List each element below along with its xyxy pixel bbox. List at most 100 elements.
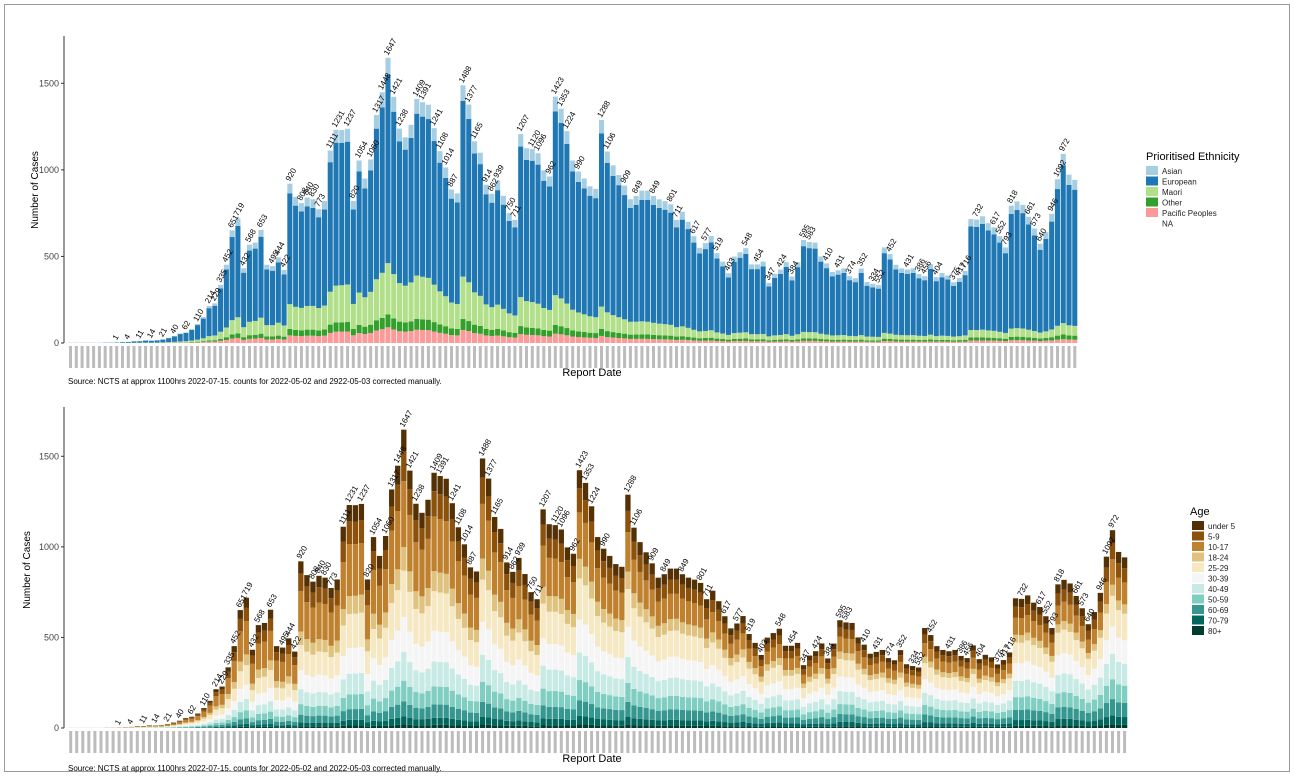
bar-segment-maori	[968, 329, 974, 338]
bar-segment-18-24	[964, 677, 970, 683]
bar-segment-30-39	[946, 690, 952, 701]
x-tick-label	[415, 346, 419, 368]
bar-segment-25-29	[1067, 631, 1073, 655]
x-tick-label	[705, 731, 709, 753]
bar-segment-40-49	[328, 694, 334, 708]
x-tick-label	[161, 346, 165, 368]
x-tick-label	[1056, 731, 1060, 753]
bar-segment-80-	[455, 725, 461, 728]
bar-segment-60-69	[437, 704, 443, 718]
bar-value-label: 14	[149, 712, 162, 725]
bar-segment-80-	[316, 726, 322, 728]
bar-segment-pacific-peoples	[362, 334, 368, 343]
bar-segment-under-5	[358, 503, 365, 521]
bar-segment-under-5	[249, 649, 256, 656]
bar-segment-50-59	[1115, 684, 1122, 703]
bar-segment-other	[627, 334, 633, 339]
bar-segment-80-	[770, 726, 776, 728]
legend-swatch	[1192, 531, 1204, 541]
bar-segment-60-69	[376, 712, 383, 722]
bar-segment-10-17	[770, 647, 776, 662]
bar-segment-5-9	[607, 567, 613, 584]
bar-segment-18-24	[358, 594, 365, 613]
bar-segment-maori	[408, 282, 414, 322]
bar-segment-25-29	[479, 579, 486, 622]
bar-value-label: 4	[125, 717, 135, 726]
bar-segment-pacific-peoples	[229, 338, 235, 343]
bar-segment-asian	[1020, 204, 1026, 214]
bar-segment-pacific-peoples	[639, 338, 645, 343]
bar-segment-maori	[1037, 332, 1043, 339]
bar-segment-pacific-peoples	[339, 331, 345, 343]
bar-segment-10-17	[522, 599, 528, 630]
bar-segment-25-29	[837, 658, 843, 677]
bar-segment-asian	[229, 230, 235, 238]
bar-segment-under-5	[601, 548, 607, 562]
x-tick-label	[638, 731, 642, 753]
bar-segment-5-9	[310, 592, 316, 608]
bar-segment-80-	[740, 726, 746, 728]
bar-segment-80-	[916, 726, 922, 728]
bar-segment-18-24	[510, 628, 516, 641]
x-tick-label	[929, 731, 933, 753]
bar-segment-80-	[237, 726, 243, 728]
bar-segment-pacific-peoples	[252, 338, 258, 343]
bar-value-label: 719	[232, 201, 247, 218]
bar-segment-maori	[362, 297, 368, 327]
x-tick-label	[369, 346, 373, 368]
bar-segment-other	[448, 328, 454, 336]
bar-segment-18-24	[558, 598, 564, 614]
bar-segment-40-49	[389, 667, 395, 691]
bar-segment-asian	[714, 253, 720, 259]
bar-segment-25-29	[1109, 595, 1116, 627]
bar-segment-80-	[1006, 726, 1013, 728]
bar-segment-40-49	[413, 670, 419, 693]
bar-segment-european	[345, 141, 351, 285]
bar-segment-asian	[1026, 216, 1032, 225]
bar-segment-25-29	[601, 622, 607, 652]
bar-segment-european	[385, 74, 391, 264]
bar-segment-10-17	[201, 711, 207, 717]
bar-segment-10-17	[552, 558, 558, 597]
bar-segment-under-5	[1025, 595, 1031, 605]
bar-segment-25-29	[352, 613, 359, 648]
bar-segment-pacific-peoples	[402, 331, 408, 343]
bar-segment-5-9	[376, 568, 383, 586]
bar-segment-asian	[270, 266, 276, 271]
bar-segment-30-39	[691, 660, 698, 681]
bar-segment-25-29	[395, 590, 401, 631]
bar-segment-pacific-peoples	[558, 334, 564, 343]
bar-segment-30-39	[1031, 664, 1037, 683]
bar-segment-other	[258, 333, 264, 339]
bar-segment-other	[870, 340, 876, 342]
bar-segment-18-24	[837, 651, 843, 659]
x-tick-label	[236, 346, 240, 368]
bar-segment-25-29	[667, 630, 673, 657]
bar-segment-asian	[795, 262, 801, 268]
bar-segment-other	[570, 330, 576, 337]
bar-segment-60-69	[1012, 709, 1019, 721]
bar-segment-under-5	[1055, 584, 1061, 594]
bar-segment-european	[166, 338, 172, 343]
bar-segment-european	[194, 325, 201, 340]
bar-segment-european	[523, 159, 530, 302]
bar-segment-5-9	[183, 718, 189, 720]
bar-segment-5-9	[958, 660, 964, 667]
bar-segment-70-79	[243, 723, 249, 727]
bar-segment-other	[523, 327, 530, 335]
x-tick-label	[263, 731, 266, 753]
bar-segment-other	[881, 338, 887, 342]
bar-segment-40-49	[213, 719, 219, 723]
bar-segment-80-	[746, 726, 752, 728]
bar-segment-under-5	[546, 524, 552, 539]
bar-segment-asian	[206, 305, 212, 309]
bar-segment-30-39	[625, 626, 631, 657]
bar-segment-40-49	[825, 704, 831, 713]
bar-segment-70-79	[806, 723, 813, 727]
bar-segment-80-	[1037, 725, 1043, 728]
bar-segment-70-79	[607, 719, 613, 726]
bar-segment-70-79	[298, 722, 304, 727]
bar-segment-18-24	[1079, 641, 1085, 649]
bar-segment-18-24	[607, 613, 613, 627]
bar-segment-18-24	[909, 683, 916, 688]
